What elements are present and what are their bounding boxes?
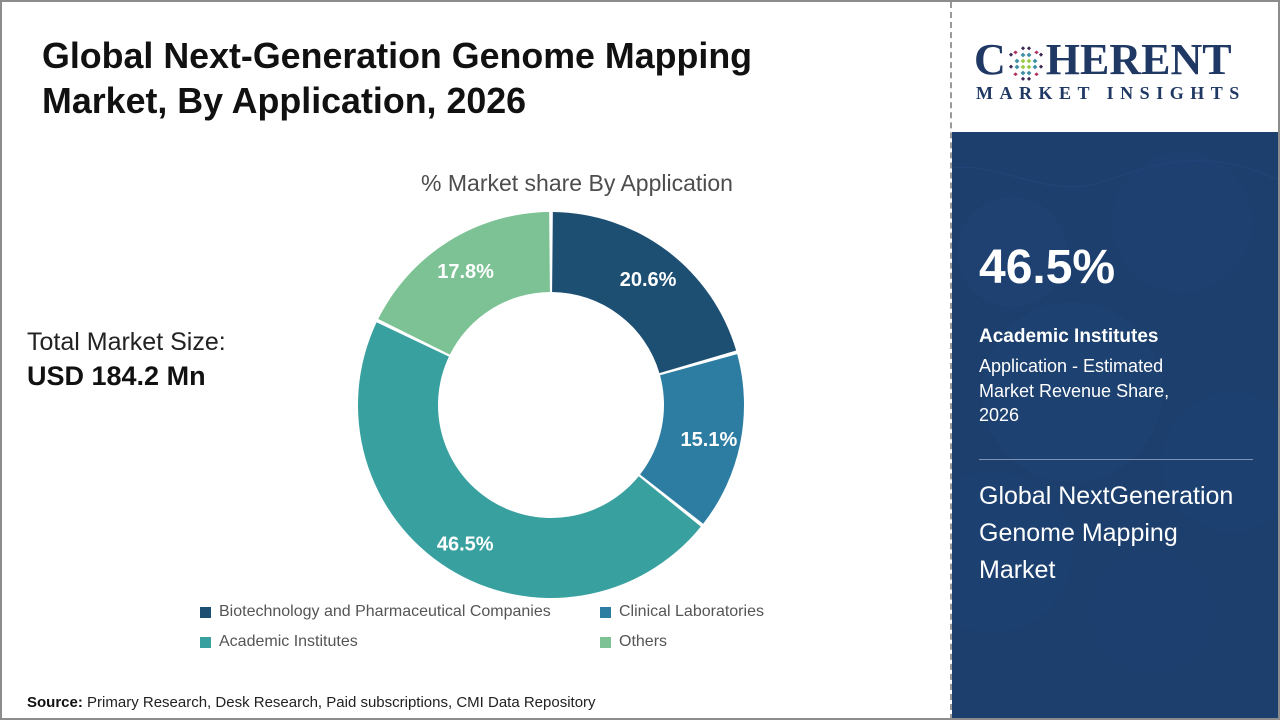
svg-text:15.1%: 15.1% [681, 429, 738, 451]
svg-text:17.8%: 17.8% [437, 261, 494, 283]
svg-text:46.5%: 46.5% [437, 533, 494, 555]
svg-text:20.6%: 20.6% [620, 269, 677, 291]
